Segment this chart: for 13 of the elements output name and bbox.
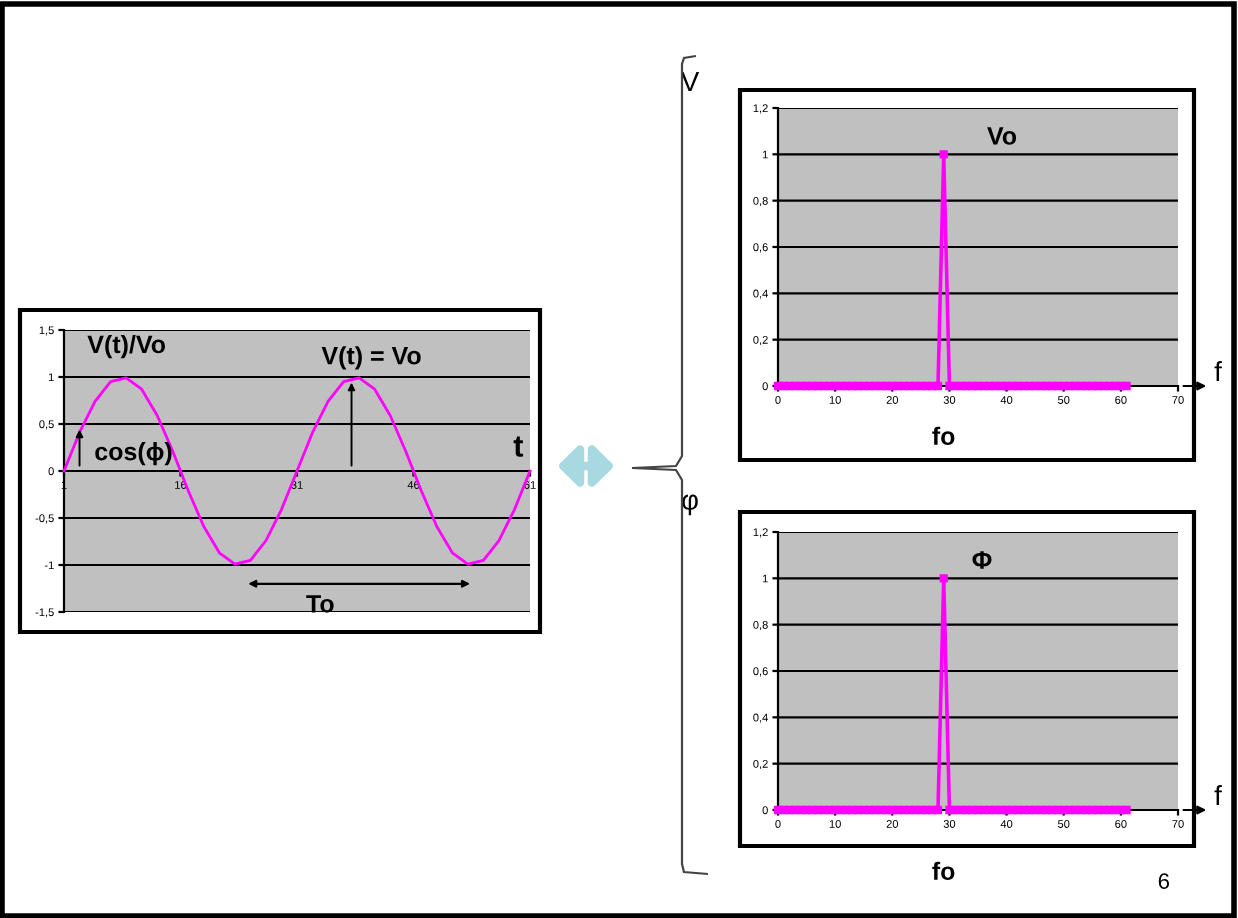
text: 6 [1158, 873, 1170, 890]
y-axis-title: φ [682, 494, 698, 516]
text: fo [932, 861, 955, 881]
x-axis-title: t [513, 436, 524, 457]
x-axis-title: f [1214, 785, 1222, 806]
annotation: V(t)/Vo [87, 334, 166, 359]
annotation: Vo [987, 127, 1017, 145]
text: fo [932, 426, 955, 445]
annotation: V(t) = Vo [321, 346, 421, 370]
x-axis-title: f [1214, 361, 1222, 382]
annotation: cos(ϕ) [95, 442, 172, 466]
annotation: Φ [972, 551, 992, 569]
line-series [62, 376, 532, 566]
